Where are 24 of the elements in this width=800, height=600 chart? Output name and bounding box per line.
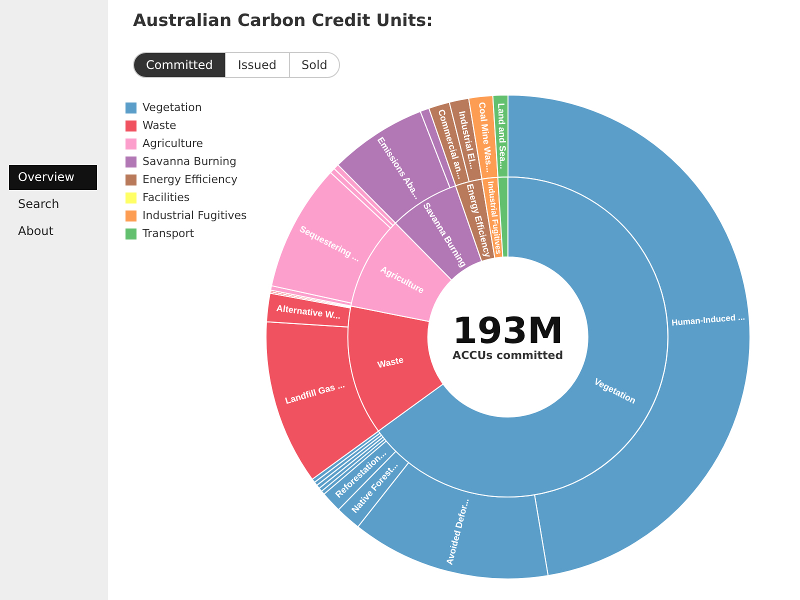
text: About [17, 223, 54, 240]
legend-label: Waste [142, 118, 177, 132]
text: Overview [9, 165, 97, 190]
slice-label: Avoided Defor... [444, 497, 471, 566]
slice-label: Land and Sea... [496, 102, 508, 170]
legend-label: Industrial Fugitives [142, 208, 248, 222]
slice-label: Landfill Gas ... [284, 379, 346, 406]
legend-label: Energy Efficiency [142, 172, 238, 186]
slice-label: Human-Induced ... [671, 312, 746, 328]
text: Issued [224, 53, 288, 77]
legend-label: Agriculture [142, 136, 204, 150]
legend-label: Vegetation [142, 100, 202, 114]
slice-label: Alternative W... [276, 303, 342, 321]
text: 193M [452, 311, 564, 352]
chart-title: Australian Carbon Credit Units: [133, 11, 433, 31]
legend-label: Transport [142, 226, 195, 240]
legend-label: Facilities [142, 190, 190, 204]
legend-label: Savanna Burning [142, 154, 237, 168]
text: Sold [288, 53, 340, 77]
slice-label: Waste [376, 354, 405, 370]
text: ACCUs committed [452, 349, 564, 362]
slice-label: Coal Mine Was... [476, 102, 495, 173]
text: Committed [134, 53, 225, 77]
text: Search [17, 196, 60, 213]
